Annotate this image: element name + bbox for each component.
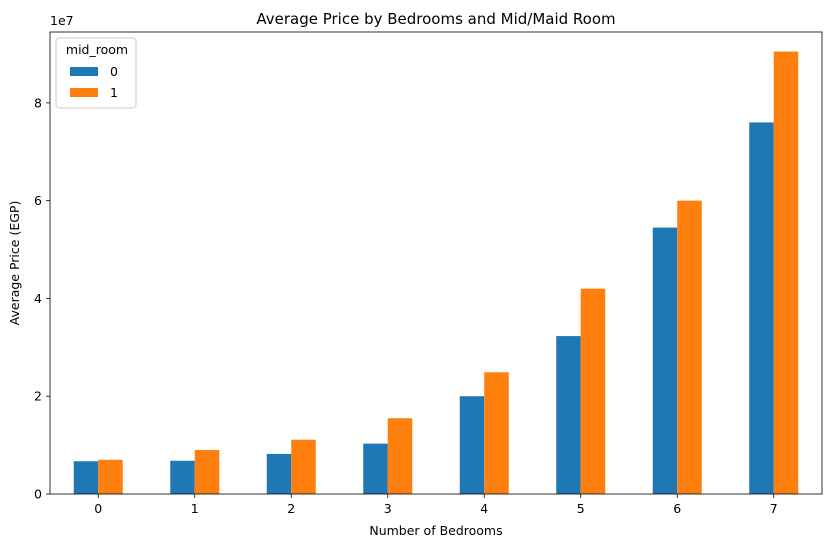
y-tick-label: 2 — [34, 389, 42, 404]
x-tick-label: 2 — [287, 501, 295, 516]
bar-series-0-bedrooms-4 — [459, 396, 485, 494]
y-tick-label: 0 — [34, 487, 42, 502]
bar-series-1-bedrooms-1 — [194, 450, 220, 494]
bar-series-0-bedrooms-1 — [170, 460, 195, 494]
x-tick-label: 3 — [384, 501, 392, 516]
bar-series-0-bedrooms-6 — [652, 227, 678, 495]
legend-swatch-series-1 — [70, 88, 98, 97]
x-tick-label: 5 — [577, 501, 585, 516]
bar-series-0-bedrooms-0 — [73, 461, 99, 494]
bar-series-0-bedrooms-5 — [556, 336, 581, 494]
y-axis-label: Average Price (EGP) — [7, 201, 22, 326]
x-tick-label: 0 — [94, 501, 102, 516]
x-tick-label: 4 — [480, 501, 488, 516]
bar-series-1-bedrooms-5 — [580, 288, 606, 494]
x-tick-label: 1 — [191, 501, 199, 516]
plot-frame — [49, 31, 823, 495]
bar-series-1-bedrooms-6 — [677, 200, 702, 494]
y-tick-label: 8 — [34, 95, 42, 110]
x-tick-label: 7 — [770, 501, 778, 516]
bar-series-1-bedrooms-7 — [773, 51, 799, 495]
bars-group — [73, 51, 799, 495]
legend-title: mid_room — [66, 42, 128, 57]
x-axis-ticks: 0 1 2 3 4 5 6 7 — [94, 494, 778, 516]
legend-label-series-0: 0 — [110, 64, 118, 79]
y-tick-label: 6 — [34, 193, 42, 208]
bar-series-1-bedrooms-3 — [387, 418, 413, 494]
bar-series-0-bedrooms-7 — [749, 122, 774, 494]
legend-label-series-1: 1 — [110, 85, 118, 100]
bar-series-1-bedrooms-4 — [484, 372, 509, 494]
bar-series-0-bedrooms-2 — [266, 453, 292, 494]
y-axis-ticks: 0 2 4 6 8 — [34, 95, 50, 502]
x-axis-label: Number of Bedrooms — [369, 523, 502, 538]
y-tick-label: 4 — [34, 291, 42, 306]
x-tick-label: 6 — [673, 501, 681, 516]
legend-swatch-series-0 — [70, 67, 98, 76]
chart-title: Average Price by Bedrooms and Mid/Maid R… — [256, 10, 615, 28]
bar-series-0-bedrooms-3 — [363, 443, 388, 494]
legend: mid_room 0 1 — [55, 37, 137, 109]
bar-series-1-bedrooms-0 — [98, 459, 123, 494]
bar-series-1-bedrooms-2 — [291, 439, 316, 494]
y-offset-label: 1e7 — [50, 13, 74, 28]
